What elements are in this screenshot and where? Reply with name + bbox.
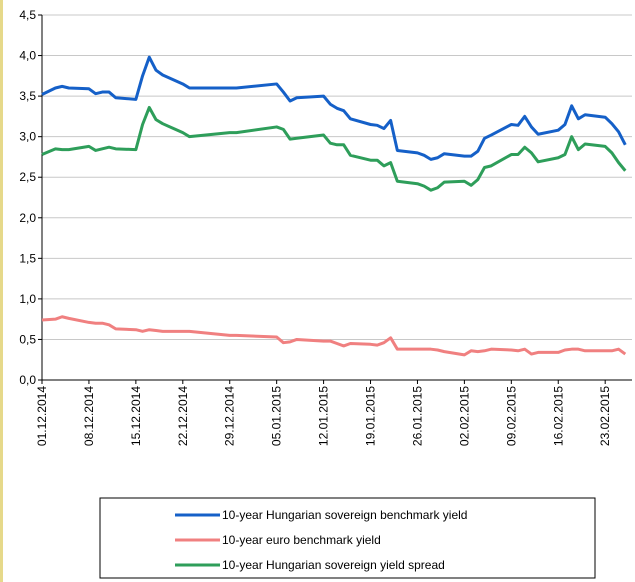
y-tick-label: 0,0 bbox=[19, 373, 36, 387]
x-tick-label: 05.01.2015 bbox=[270, 386, 284, 446]
series-line bbox=[41, 315, 627, 357]
legend-label: 10-year Hungarian sovereign yield spread bbox=[222, 558, 445, 572]
x-tick-label: 12.01.2015 bbox=[317, 386, 331, 446]
y-tick-label: 2,5 bbox=[19, 170, 36, 184]
y-tick-label: 3,0 bbox=[19, 130, 36, 144]
x-tick-label: 16.02.2015 bbox=[551, 386, 565, 446]
y-tick-label: 4,5 bbox=[19, 8, 36, 22]
legend-label: 10-year euro benchmark yield bbox=[222, 533, 381, 547]
x-tick-label: 15.12.2014 bbox=[129, 386, 143, 446]
y-tick-label: 2,0 bbox=[19, 211, 36, 225]
y-tick-label: 4,0 bbox=[19, 49, 36, 63]
left-border bbox=[0, 0, 3, 582]
x-tick-label: 22.12.2014 bbox=[176, 386, 190, 446]
x-tick-label: 19.01.2015 bbox=[364, 386, 378, 446]
x-tick-label: 09.02.2015 bbox=[504, 386, 518, 446]
x-tick-label: 26.01.2015 bbox=[410, 386, 424, 446]
y-tick-label: 1,0 bbox=[19, 292, 36, 306]
x-tick-label: 23.02.2015 bbox=[598, 386, 612, 446]
x-tick-label: 02.02.2015 bbox=[457, 386, 471, 446]
y-tick-label: 1,5 bbox=[19, 251, 36, 265]
series-line bbox=[41, 105, 627, 192]
y-tick-label: 0,5 bbox=[19, 332, 36, 346]
x-tick-label: 01.12.2014 bbox=[35, 386, 49, 446]
series-line bbox=[41, 55, 627, 161]
x-tick-label: 29.12.2014 bbox=[223, 386, 237, 446]
y-tick-label: 3,5 bbox=[19, 89, 36, 103]
legend-label: 10-year Hungarian sovereign benchmark yi… bbox=[222, 508, 467, 522]
x-tick-label: 08.12.2014 bbox=[82, 386, 96, 446]
